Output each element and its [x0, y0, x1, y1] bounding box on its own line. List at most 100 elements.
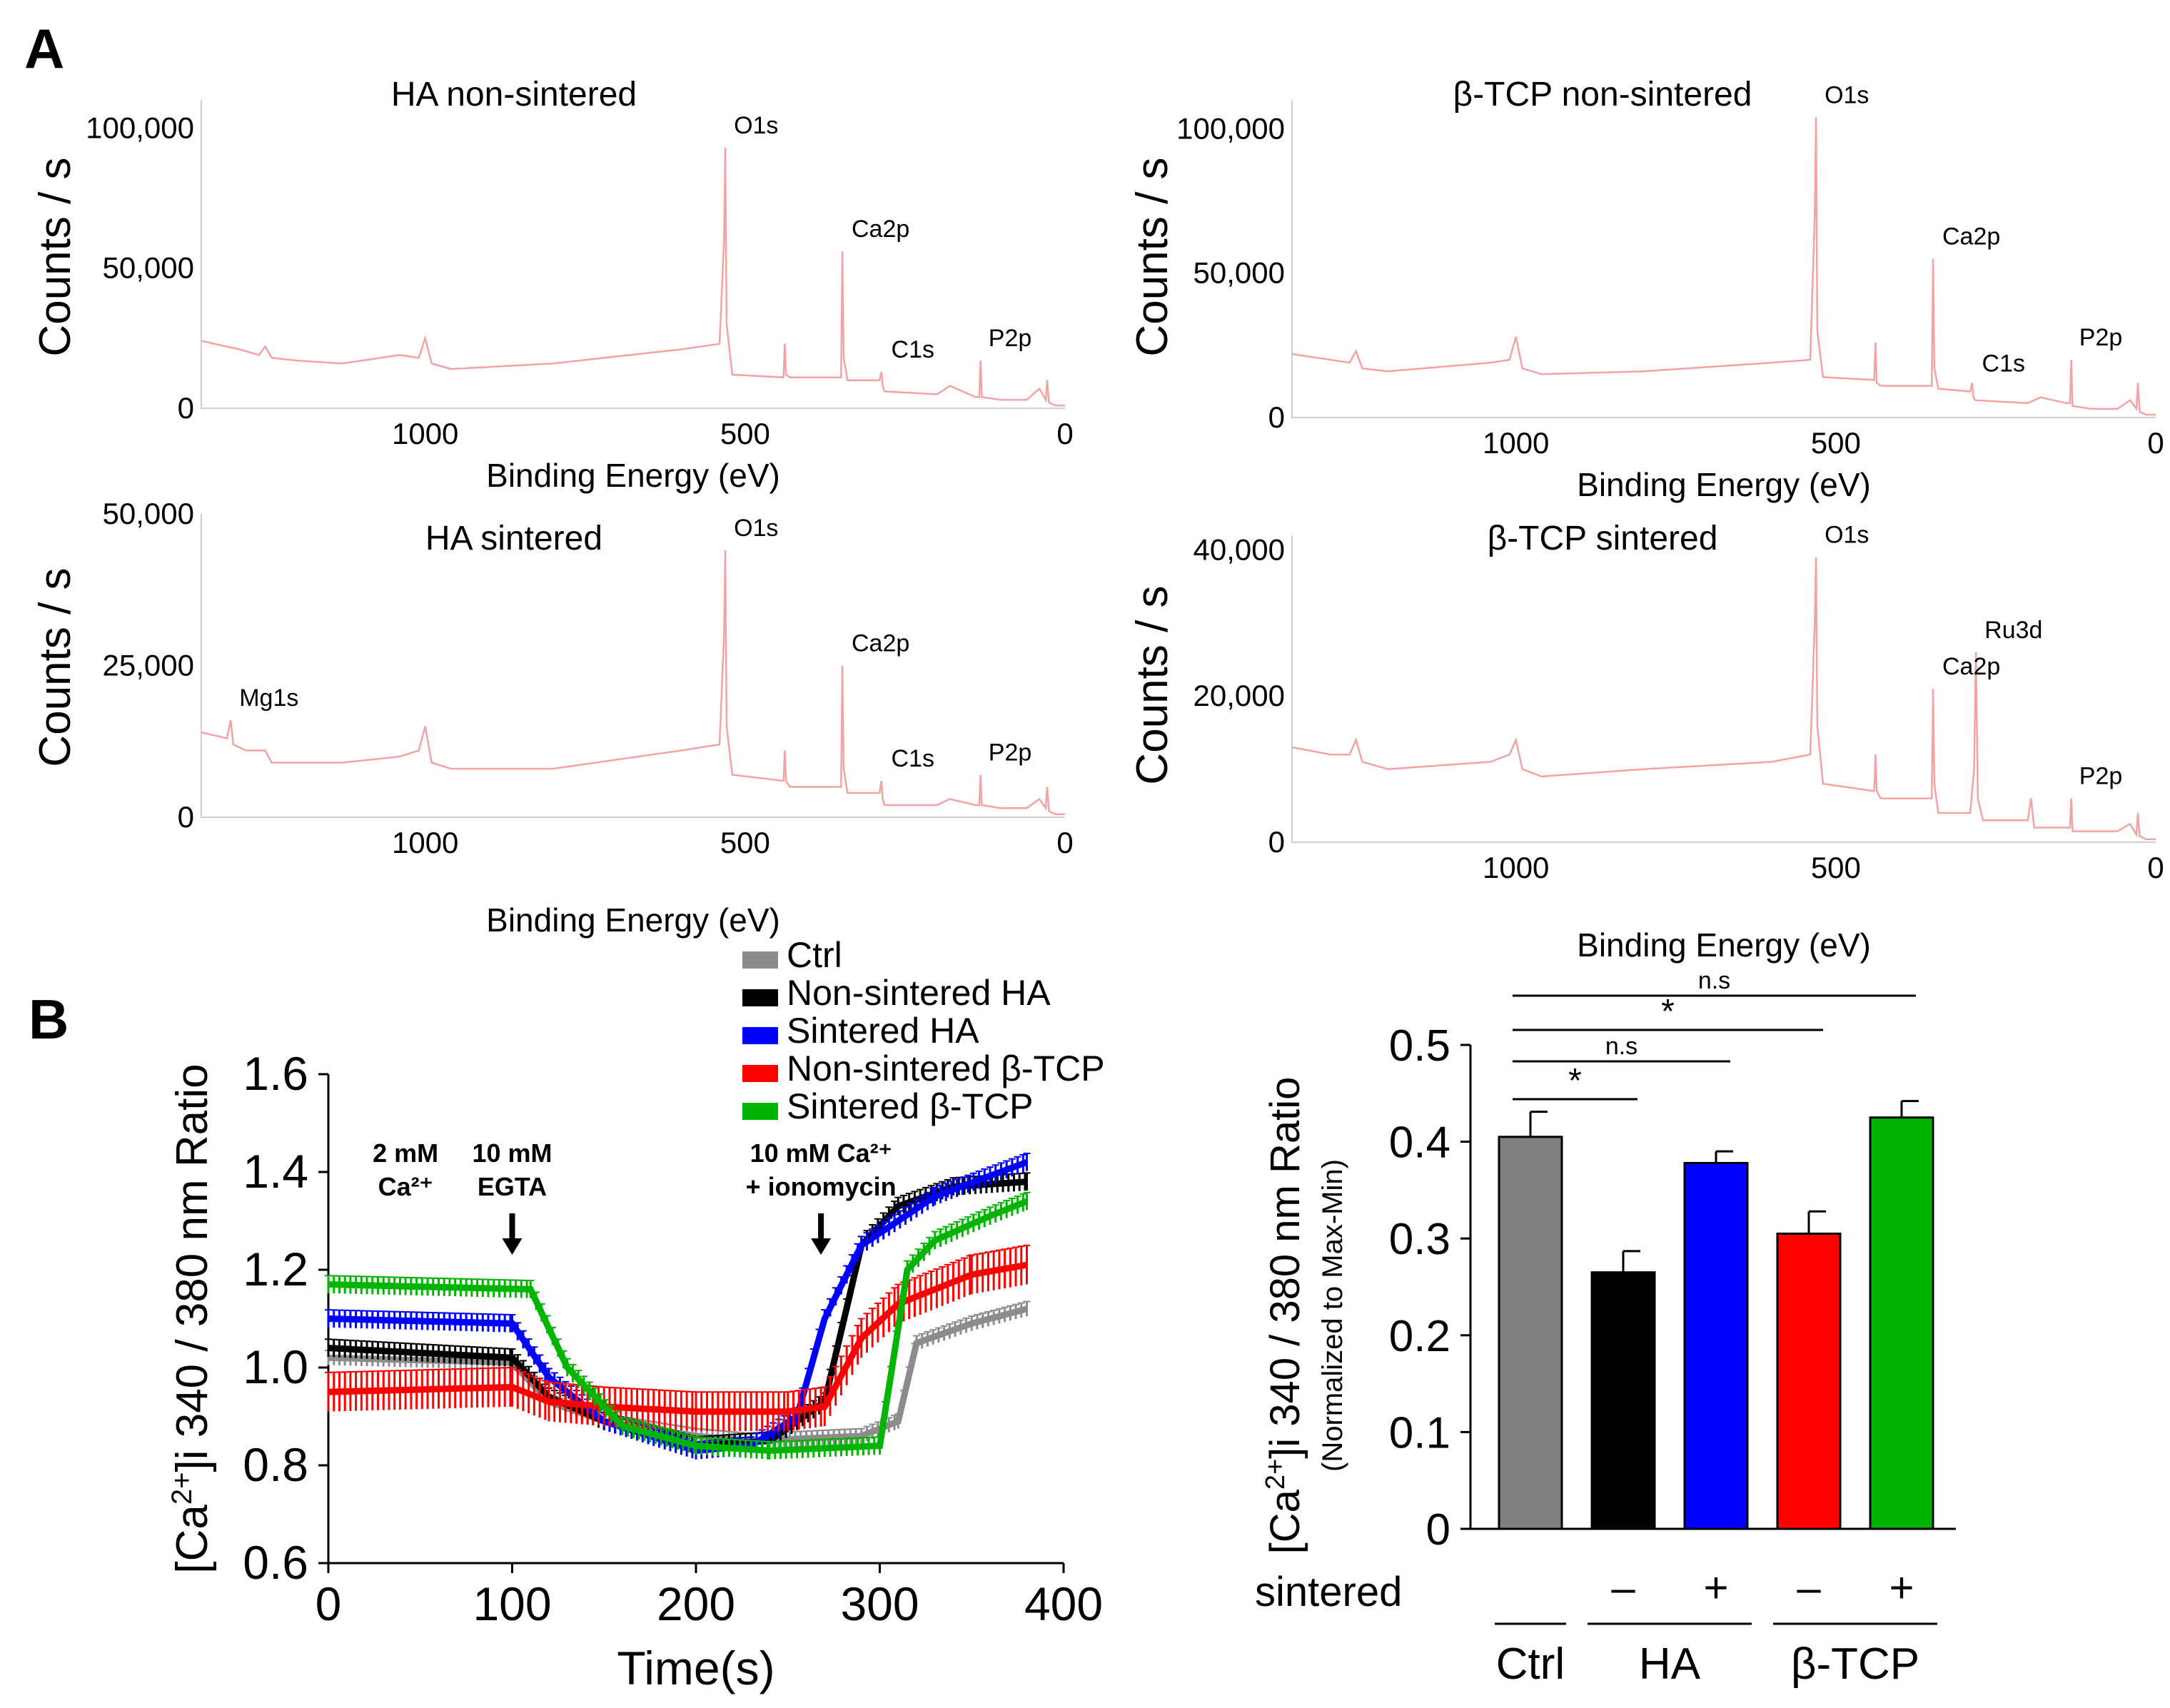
- y-tick-label: 100,000: [86, 111, 194, 144]
- y-axis-label: Counts / s: [31, 157, 80, 356]
- y-tick-label: 0: [178, 800, 194, 834]
- legend-swatch: [742, 1103, 778, 1120]
- x-axis-label: Binding Energy (eV): [1577, 926, 1871, 964]
- sintered-row-label: sintered: [1255, 1569, 1402, 1615]
- y-tick-label: 0.5: [1389, 1021, 1450, 1071]
- spectrum-line: [1291, 557, 2156, 841]
- y-tick-label: 0.8: [243, 1438, 308, 1491]
- peak-label: Ru3d: [1984, 617, 2042, 644]
- legend-swatch: [742, 989, 778, 1006]
- series-line: [328, 1261, 1028, 1415]
- spectrum-line: [201, 147, 1065, 407]
- x-tick-label: 0: [1056, 826, 1073, 859]
- calcium-timecourse-chart: 0.6 0.8 1.0 1.2 1.4 1.6 0 100 200 300 400 Time(s) [C…: [166, 935, 1105, 1694]
- x-tick-label: 500: [720, 826, 770, 859]
- legend-label: Ctrl: [787, 935, 842, 975]
- panel-label-b: B: [29, 988, 69, 1051]
- annotation-line2: EGTA: [478, 1172, 547, 1201]
- xps-title: HA non-sintered: [391, 76, 637, 113]
- legend-label: Sintered β-TCP: [787, 1086, 1034, 1126]
- group-label: HA: [1639, 1639, 1701, 1689]
- spectrum-line: [1291, 117, 2156, 416]
- legend-label: Non-sintered HA: [787, 973, 1051, 1013]
- x-axis-label: Time(s): [617, 1642, 774, 1694]
- y-tick-label: 0.6: [243, 1536, 308, 1589]
- y-axis-label: Counts / s: [1128, 585, 1177, 784]
- y-tick-label: 0: [178, 391, 194, 425]
- x-axis-label: Binding Energy (eV): [1577, 466, 1871, 503]
- y-tick-label: 1.0: [243, 1340, 308, 1393]
- panel-label-a: A: [24, 17, 64, 80]
- sintered-sign: –: [1611, 1564, 1635, 1612]
- peak-label: O1s: [1825, 522, 1869, 549]
- y-axis-label: [Ca2+]i 340 / 380 nm Ratio: [1261, 1077, 1308, 1555]
- xps-title: β-TCP sintered: [1488, 520, 1718, 557]
- y-tick-label: 0.3: [1389, 1215, 1450, 1264]
- arrow-down-icon: [811, 1213, 832, 1255]
- x-tick-label: 1000: [392, 826, 458, 859]
- x-axis-label: Binding Energy (eV): [486, 457, 780, 494]
- y-tick-label: 50,000: [1194, 256, 1285, 290]
- series-sintered-tcp: [325, 1191, 1031, 1460]
- y-tick-label: 1.6: [243, 1047, 308, 1100]
- peak-label: Ca2p: [852, 630, 909, 657]
- y-tick-label: 1.4: [243, 1145, 308, 1198]
- x-tick-label: 100: [473, 1577, 551, 1630]
- peak-label: C1s: [892, 745, 934, 772]
- y-tick-label: 0: [1426, 1505, 1450, 1555]
- significance-label: *: [1568, 1062, 1582, 1100]
- series-line: [328, 1198, 1029, 1455]
- peak-label: O1s: [734, 112, 778, 139]
- y-tick-label: 0: [1268, 400, 1285, 434]
- calcium-bar-chart: 0 0.1 0.2 0.3 0.4 0.5 [Ca2+]i 340 / 380 nm Rat…: [1255, 967, 1956, 1689]
- annotation-line2: + ionomycin: [746, 1172, 897, 1201]
- legend-label: Sintered HA: [787, 1011, 979, 1051]
- peak-label: Ca2p: [1942, 223, 2000, 251]
- peak-label: Mg1s: [239, 684, 298, 712]
- peak-label: P2p: [989, 325, 1032, 352]
- significance-label: n.s: [1698, 967, 1730, 994]
- x-tick-label: 0: [2147, 426, 2164, 460]
- y-tick-label: 1.2: [243, 1243, 308, 1295]
- xps-panel-tcp-sintered: β-TCP sintered Counts / s Binding Energy (…: [1128, 520, 2164, 964]
- legend-swatch: [742, 1065, 778, 1082]
- xps-axes: [201, 100, 1065, 409]
- y-tick-label: 0.1: [1389, 1408, 1450, 1457]
- y-tick-label: 25,000: [103, 649, 194, 682]
- x-tick-label: 1000: [1483, 426, 1549, 460]
- peak-label: O1s: [734, 515, 778, 542]
- y-axis-sublabel: (Normalized to Max-Min): [1317, 1159, 1348, 1472]
- annotation-line2: Ca²⁺: [378, 1172, 433, 1201]
- x-tick-label: 500: [1811, 851, 1861, 884]
- y-tick-label: 0.4: [1389, 1118, 1450, 1168]
- x-tick-label: 500: [720, 417, 770, 450]
- arrow-head: [811, 1238, 832, 1255]
- bar: [1590, 1271, 1656, 1530]
- bar: [1776, 1232, 1842, 1530]
- spectrum-line: [201, 550, 1065, 816]
- group-label: Ctrl: [1496, 1639, 1565, 1689]
- y-tick-label: 0.2: [1389, 1312, 1450, 1361]
- series-non-sintered-tcp: [325, 1244, 1031, 1432]
- y-tick-label: 0: [1268, 825, 1285, 859]
- xps-panel-tcp-non-sintered: β-TCP non-sintered Counts / s Binding Ener…: [1128, 76, 2164, 503]
- peak-label: P2p: [2079, 763, 2123, 790]
- x-tick-label: 400: [1024, 1577, 1103, 1630]
- peak-label: Ca2p: [1942, 653, 2000, 680]
- xps-title: HA sintered: [425, 520, 602, 557]
- x-tick-label: 1000: [1483, 851, 1549, 884]
- x-tick-label: 500: [1811, 426, 1861, 460]
- x-tick-label: 1000: [392, 417, 458, 450]
- x-tick-label: 0: [1056, 417, 1073, 450]
- y-axis-label: Counts / s: [1128, 157, 1177, 356]
- peak-label: C1s: [892, 336, 934, 363]
- y-tick-label: 50,000: [103, 251, 194, 285]
- xps-axes: [1291, 100, 2156, 418]
- x-tick-label: 0: [2147, 851, 2164, 884]
- x-tick-label: 0: [316, 1577, 342, 1630]
- xps-axes: [201, 514, 1065, 818]
- legend-swatch: [742, 1027, 778, 1044]
- annotation-line1: 10 mM: [472, 1138, 552, 1168]
- arrow-down-icon: [502, 1213, 523, 1255]
- legend-swatch: [742, 951, 778, 969]
